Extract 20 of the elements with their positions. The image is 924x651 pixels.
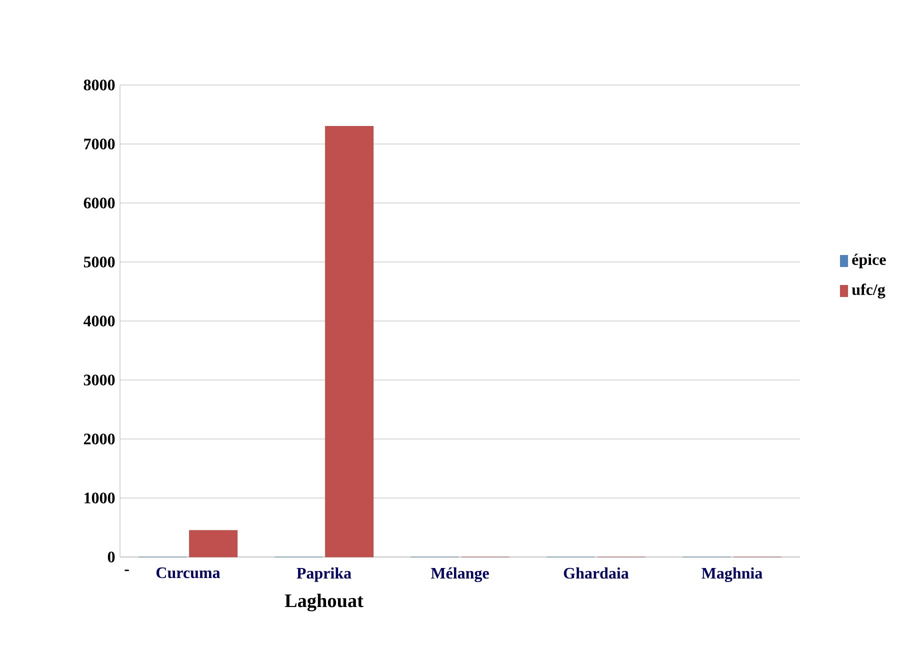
x-tick-label: Mélange xyxy=(430,567,489,582)
legend-label: ufc/g xyxy=(852,284,886,298)
bar xyxy=(189,530,238,558)
x-tick-label: Curcuma xyxy=(156,567,220,578)
y-tick-label: 6000 xyxy=(84,198,115,208)
y-tick-label: 0 xyxy=(108,552,115,562)
y-tick-label: 8000 xyxy=(84,80,115,90)
x-tick-label: Maghnia xyxy=(702,567,762,582)
bar xyxy=(325,126,374,558)
legend-label: épice xyxy=(852,254,886,268)
text: - xyxy=(124,570,129,572)
y-tick-label: 3000 xyxy=(84,374,115,386)
y-tick-label: 2000 xyxy=(84,434,115,444)
y-tick-label: 4000 xyxy=(84,316,115,326)
y-tick-label: 5000 xyxy=(84,256,115,268)
x-tick-label: Ghardaia xyxy=(564,567,629,579)
x-tick-label: Paprika xyxy=(296,567,352,582)
y-tick-label: 1000 xyxy=(84,492,115,504)
y-tick-label: 7000 xyxy=(84,138,115,150)
text: Laghouat xyxy=(284,594,364,612)
